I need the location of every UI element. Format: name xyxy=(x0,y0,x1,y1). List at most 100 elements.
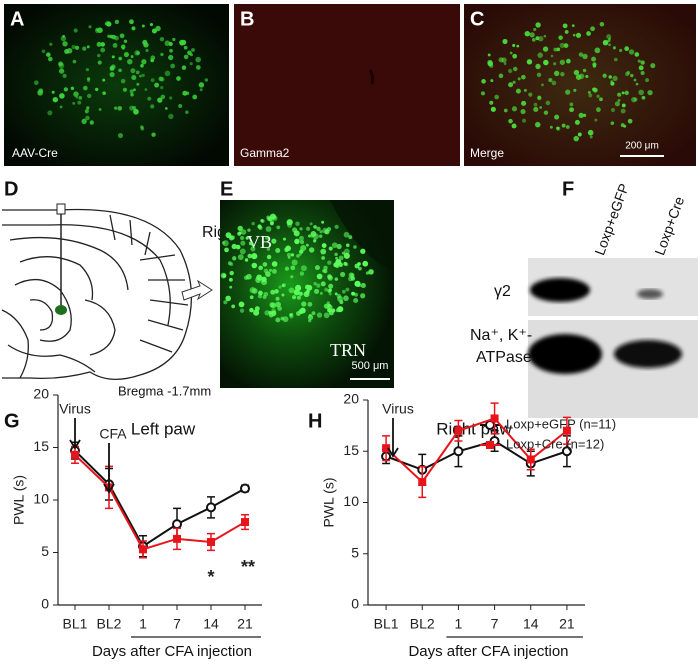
cell xyxy=(610,121,615,125)
cell xyxy=(178,104,183,108)
cell xyxy=(608,37,611,41)
cell xyxy=(141,73,145,77)
cell xyxy=(624,90,629,96)
cell xyxy=(160,86,164,90)
y-tick-label: 0 xyxy=(351,596,359,612)
cell xyxy=(290,253,295,257)
cell xyxy=(299,249,304,254)
cell xyxy=(353,245,357,249)
cell xyxy=(498,73,504,79)
cell xyxy=(286,252,291,257)
cell xyxy=(150,104,155,109)
cell xyxy=(62,73,67,78)
cell xyxy=(281,284,285,288)
cell xyxy=(185,110,189,114)
cell xyxy=(249,287,256,294)
cell xyxy=(585,74,589,78)
cell xyxy=(641,95,646,100)
cell xyxy=(251,262,258,269)
cell xyxy=(182,90,188,96)
x-tick-label: BL1 xyxy=(63,616,88,632)
arrow xyxy=(387,418,399,458)
cell xyxy=(183,45,188,50)
cell xyxy=(548,78,553,83)
cell xyxy=(157,97,163,103)
cell xyxy=(368,269,374,275)
cell xyxy=(47,56,53,62)
cell xyxy=(617,92,622,97)
cell xyxy=(83,85,88,91)
cell xyxy=(335,308,340,313)
cell xyxy=(490,79,494,83)
cell xyxy=(46,52,51,57)
cell xyxy=(33,80,39,86)
micrograph xyxy=(464,4,696,166)
cell xyxy=(335,256,339,260)
cell xyxy=(134,50,140,56)
scale-bar-label: 200 μm xyxy=(625,141,659,152)
cell xyxy=(275,301,281,308)
cell xyxy=(324,287,329,292)
cell xyxy=(508,118,513,124)
cell xyxy=(610,107,616,113)
arrow xyxy=(103,443,115,494)
cell xyxy=(95,87,99,92)
cell xyxy=(561,123,566,128)
cell xyxy=(147,96,152,101)
cell xyxy=(251,221,255,226)
cell xyxy=(142,39,148,46)
cell xyxy=(323,265,328,271)
cell xyxy=(295,221,300,226)
cell xyxy=(191,48,195,52)
cell xyxy=(271,238,277,244)
cell xyxy=(610,81,615,86)
cell xyxy=(534,121,541,128)
cell xyxy=(172,37,176,42)
cell xyxy=(141,24,145,28)
cell xyxy=(608,43,611,47)
cell xyxy=(239,308,245,313)
cell xyxy=(158,76,164,82)
cell xyxy=(528,92,533,97)
cell xyxy=(276,225,281,230)
row-label: ATPase xyxy=(476,349,532,366)
cell xyxy=(254,306,260,312)
cell xyxy=(179,39,185,46)
cell xyxy=(360,282,366,289)
cell xyxy=(135,70,140,75)
cell xyxy=(102,91,106,96)
cell xyxy=(72,59,77,64)
cell xyxy=(533,102,538,107)
cell xyxy=(647,89,653,96)
cell xyxy=(111,34,117,40)
cell xyxy=(170,63,176,69)
y-tick-label: 5 xyxy=(41,543,49,559)
cell xyxy=(314,265,320,271)
cell xyxy=(549,125,553,129)
cell xyxy=(105,20,111,27)
cell xyxy=(515,88,521,94)
cell xyxy=(109,72,115,78)
cell xyxy=(624,46,630,52)
cell xyxy=(237,231,242,236)
cell xyxy=(537,95,542,101)
cell xyxy=(573,88,577,92)
cell xyxy=(123,51,129,58)
cell xyxy=(299,227,303,231)
cell xyxy=(321,220,325,224)
cell xyxy=(487,53,491,57)
cell xyxy=(222,240,229,247)
cell xyxy=(86,106,90,110)
cell xyxy=(635,82,639,86)
cell xyxy=(489,100,494,105)
cell xyxy=(533,106,539,112)
cell xyxy=(326,227,332,232)
cell xyxy=(614,101,620,107)
cell xyxy=(571,24,575,28)
caption: Merge xyxy=(470,146,504,160)
cell xyxy=(225,232,232,239)
cell xyxy=(587,129,594,136)
cell xyxy=(564,30,569,34)
cell xyxy=(353,298,359,303)
cell xyxy=(248,241,253,246)
